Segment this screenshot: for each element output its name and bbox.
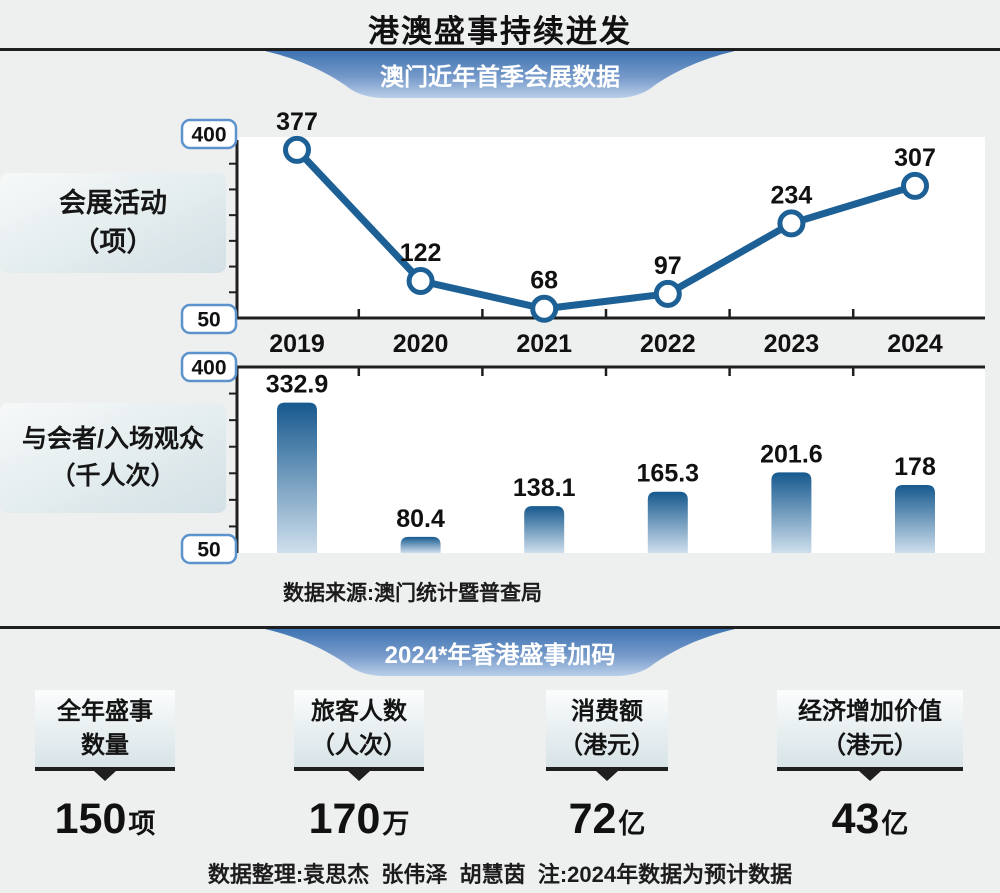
credits-note: 数据整理:袁思杰 张伟泽 胡慧茵 注:2024年数据为预计数据	[207, 862, 793, 887]
macau-banner-label: 澳门近年首季会展数据	[380, 63, 620, 91]
stat-unit: 项	[128, 809, 156, 839]
line-point-value: 377	[276, 108, 318, 136]
line-axis-min-box	[180, 303, 238, 335]
stat-label-visitors: 旅客人数 （人次）	[294, 690, 424, 771]
data-source-note: 数据来源:澳门统计暨普查局	[283, 582, 542, 605]
bar-value: 138.1	[513, 474, 576, 502]
bar	[277, 402, 317, 553]
ribbon-shape	[265, 629, 735, 676]
stat-unit: 亿	[618, 809, 646, 839]
bar-chart-plot-area	[237, 367, 985, 553]
bar	[895, 484, 935, 553]
bar-axis-min-label: 50	[197, 539, 220, 562]
down-arrow-icon	[348, 771, 370, 781]
bar	[771, 472, 812, 553]
line-point	[530, 294, 559, 323]
line-point	[777, 209, 806, 238]
line-point	[406, 266, 435, 295]
line-chart-ylabel: 会展活动 （项）	[0, 173, 226, 273]
line-point	[283, 135, 311, 164]
line-axis-max-label: 400	[191, 124, 226, 147]
line-point-value: 307	[894, 144, 936, 172]
down-arrow-icon	[94, 771, 116, 781]
line-point	[901, 171, 929, 200]
line-point	[653, 279, 682, 308]
macau-section-banner: 澳门近年首季会展数据	[265, 51, 735, 98]
bar-value: 80.4	[396, 505, 445, 533]
stat-value-spending: 72 亿	[546, 793, 668, 845]
stat-number: 170	[308, 795, 381, 843]
bar-axis-max-label: 400	[191, 357, 226, 380]
bar-value: 201.6	[760, 440, 823, 468]
line-point-value: 97	[654, 252, 682, 280]
stat-unit: 亿	[881, 809, 909, 839]
bar-value: 178	[894, 453, 936, 481]
year-label: 2019	[269, 330, 325, 358]
bar-chart-ylabel: 与会者/入场观众 （千人次）	[0, 403, 226, 513]
stat-value-economic-value: 43 亿	[777, 793, 963, 845]
year-label: 2021	[516, 330, 572, 358]
bar-axis-max-box	[180, 351, 238, 383]
stat-value-events: 150 项	[35, 793, 175, 845]
top-divider-line	[0, 48, 1000, 51]
bar	[400, 536, 441, 553]
year-label: 2022	[640, 330, 696, 358]
bar	[524, 506, 565, 553]
stat-label-spending: 消费额 （港元）	[546, 690, 668, 771]
charts-canvas: 400 50 400 50 2019 2020 2021 2022 2023 2024 377 122…	[180, 108, 985, 565]
bar-axis-min-box	[180, 533, 238, 565]
stat-number: 150	[54, 795, 127, 843]
line-chart-plot-area	[237, 137, 985, 318]
bar	[647, 491, 688, 553]
ribbon-shape	[265, 51, 735, 98]
down-arrow-icon	[859, 771, 881, 781]
year-label: 2023	[764, 330, 820, 358]
stat-value-visitors: 170 万	[294, 793, 424, 845]
stat-label-economic-value: 经济增加价值 （港元）	[777, 690, 963, 771]
page-title: 港澳盛事持续迸发	[368, 14, 632, 49]
bar-value: 332.9	[266, 371, 329, 399]
bar-value: 165.3	[637, 460, 700, 488]
section-divider-line	[0, 626, 1000, 629]
stat-number: 43	[831, 795, 880, 843]
line-series	[293, 146, 919, 313]
line-point-value: 122	[400, 239, 442, 267]
stat-number: 72	[568, 795, 617, 843]
stat-unit: 万	[382, 809, 410, 839]
stat-label-events: 全年盛事 数量	[35, 690, 175, 771]
hongkong-section-banner: 2024*年香港盛事加码	[265, 629, 735, 676]
line-point-value: 234	[771, 181, 813, 209]
year-label: 2020	[393, 330, 449, 358]
line-axis-min-label: 50	[197, 309, 220, 332]
year-label: 2024	[887, 330, 943, 358]
hongkong-banner-label: 2024*年香港盛事加码	[385, 641, 616, 669]
line-axis-max-box	[180, 118, 238, 150]
down-arrow-icon	[596, 771, 618, 781]
line-point-value: 68	[530, 267, 558, 295]
